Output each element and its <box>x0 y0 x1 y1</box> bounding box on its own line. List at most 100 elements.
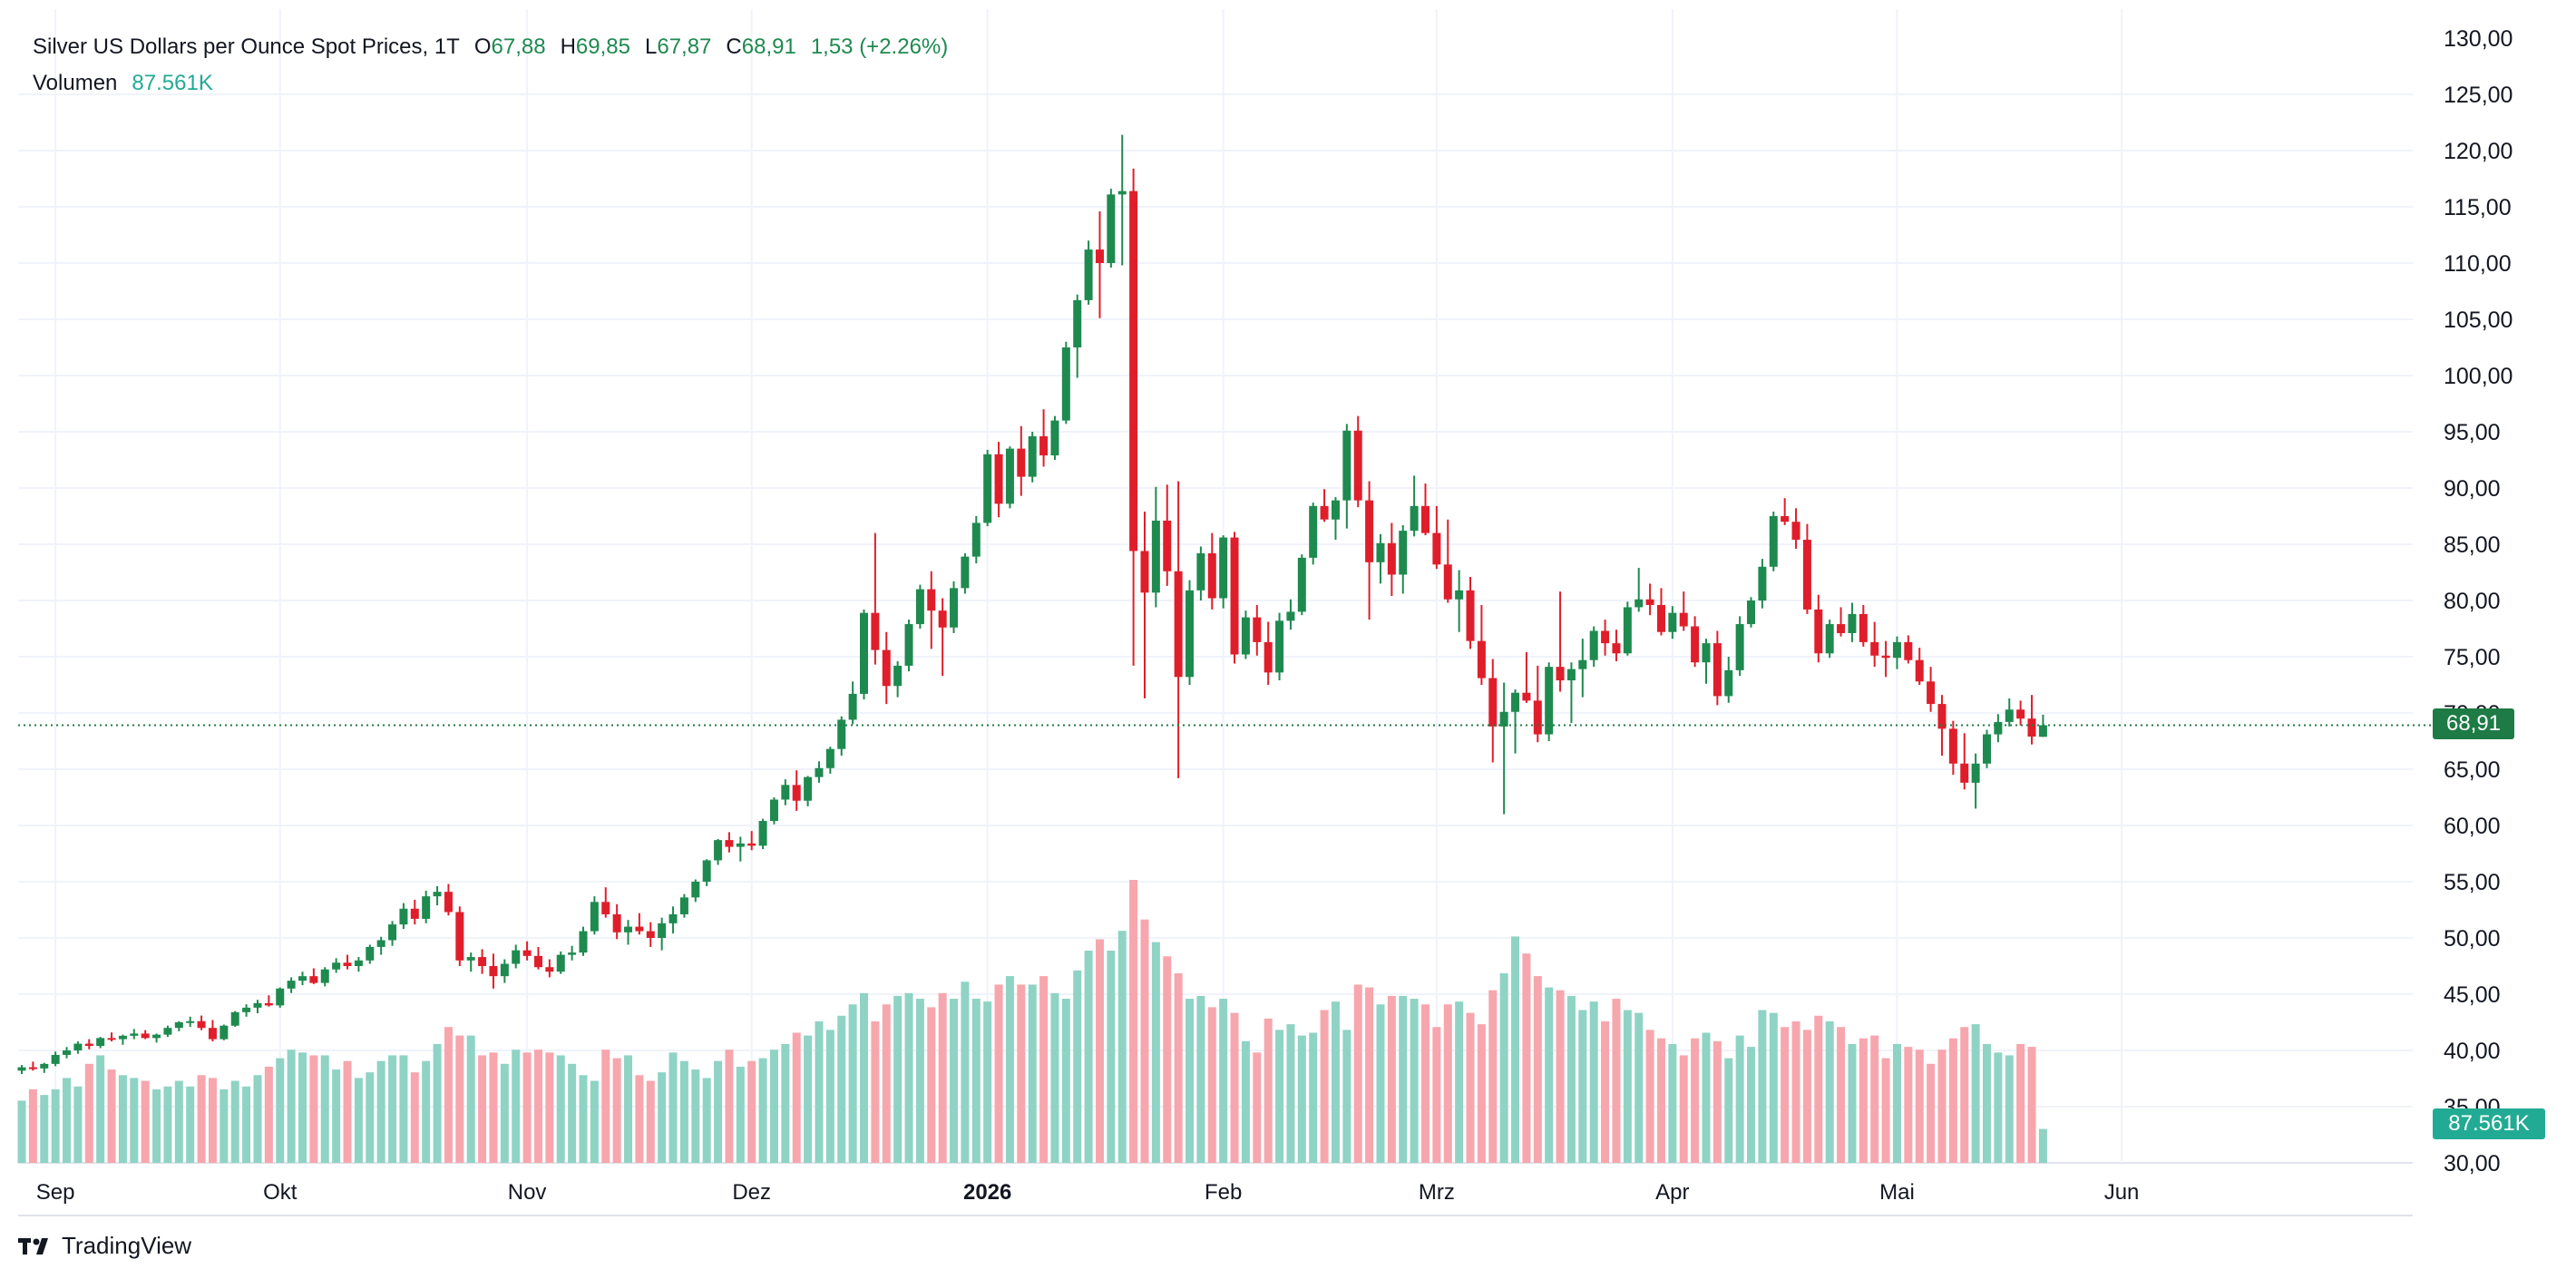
tradingview-logo-icon <box>18 1237 48 1255</box>
candle-body <box>343 962 352 966</box>
candle-body <box>882 649 891 687</box>
volume-bar <box>388 1055 397 1163</box>
candle-body <box>714 840 723 861</box>
volume-bar <box>1320 1010 1329 1163</box>
volume-label[interactable]: Volumen <box>33 71 118 95</box>
volume-bar <box>399 1055 408 1163</box>
chart-grid <box>18 9 2413 1216</box>
volume-bar <box>40 1095 49 1163</box>
candle-body <box>1511 692 1520 712</box>
candle-body <box>1455 590 1464 600</box>
volume-bar <box>1589 1001 1598 1163</box>
close-value: 68,91 <box>741 34 796 59</box>
volume-bar <box>2027 1047 2036 1163</box>
candle-body <box>1107 194 1116 263</box>
candle-body <box>915 589 924 625</box>
volume-bar <box>781 1043 790 1163</box>
volume-bar <box>1769 1012 1778 1163</box>
volume-bar <box>500 1063 509 1163</box>
candle-body <box>152 1034 161 1039</box>
candle-body <box>1927 681 1936 705</box>
volume-bar <box>714 1060 723 1163</box>
volume-bar <box>1174 972 1183 1163</box>
volume-bar <box>2038 1128 2047 1163</box>
candle-body <box>118 1035 127 1040</box>
candle-body <box>1983 734 1991 764</box>
last-volume-badge: 87.561K <box>2433 1108 2545 1139</box>
volume-bar <box>444 1027 453 1163</box>
candle-body <box>837 719 846 749</box>
candle-body <box>264 1002 273 1006</box>
volume-bar <box>1331 1001 1340 1163</box>
candle-body <box>612 913 621 932</box>
candle-body <box>893 665 903 687</box>
volume-bar <box>971 999 981 1163</box>
candle-body <box>1186 590 1195 678</box>
volume-bar <box>1927 1063 1936 1163</box>
chart-legend: Silver US Dollars per Ounce Spot Prices,… <box>33 29 948 102</box>
candle-body <box>624 926 633 932</box>
candle-body <box>141 1033 150 1039</box>
candle-body <box>1151 520 1160 593</box>
y-tick-label: 50,00 <box>2444 926 2501 952</box>
volume-bar <box>51 1089 60 1163</box>
price-axis[interactable]: 130,00 125,00 120,00 115,00 110,00 105,00 100,… <box>2444 26 2513 1176</box>
low-value: 67,87 <box>657 34 712 59</box>
volume-bar <box>1466 1012 1475 1163</box>
volume-bar <box>1084 951 1093 1163</box>
candle-body <box>1712 643 1722 697</box>
volume-bar <box>961 981 970 1163</box>
volume-bar <box>1353 984 1362 1163</box>
candle-body <box>1073 299 1082 347</box>
candle-body <box>871 612 880 650</box>
candle-body <box>298 976 307 981</box>
candle-body <box>691 882 700 898</box>
volume-bar <box>994 984 1003 1163</box>
volume-bar <box>1028 984 1037 1163</box>
candle-body <box>1163 520 1172 571</box>
volume-bar <box>646 1080 655 1163</box>
x-tick-label: Dez <box>732 1180 771 1205</box>
volume-bar <box>1904 1047 1913 1163</box>
high-value: 69,85 <box>575 34 630 59</box>
candle-body <box>107 1038 116 1040</box>
candle-body <box>848 693 857 720</box>
volume-bar <box>1432 1027 1441 1163</box>
candle-body <box>1791 522 1800 541</box>
volume-bar <box>1578 1010 1587 1163</box>
candle-body <box>1331 500 1340 520</box>
volume-bar <box>1399 995 1408 1163</box>
candle-body <box>1174 571 1183 678</box>
volume-bar <box>882 1004 891 1163</box>
tradingview-brand[interactable]: TradingView <box>18 1232 191 1260</box>
candle-body <box>242 1007 251 1012</box>
candle-body <box>1253 617 1262 642</box>
candle-body <box>1915 659 1924 682</box>
volume-bar <box>1545 987 1554 1163</box>
volume-bar <box>264 1066 273 1163</box>
candle-body <box>1623 607 1632 654</box>
candle-body <box>253 1002 262 1008</box>
candle-body <box>927 589 936 611</box>
candle-body <box>950 588 959 628</box>
candle-body <box>971 522 981 557</box>
volume-bar <box>871 1021 880 1163</box>
volume-bar <box>96 1055 105 1163</box>
y-tick-label: 80,00 <box>2444 589 2501 614</box>
candle-body <box>84 1043 93 1047</box>
candle-body <box>983 454 992 523</box>
volume-bar <box>1286 1024 1295 1163</box>
volume-bar <box>1050 992 1059 1163</box>
candle-body <box>422 896 431 919</box>
candle-body <box>1117 190 1127 195</box>
symbol-title[interactable]: Silver US Dollars per Ounce Spot Prices,… <box>33 34 460 59</box>
candlesticks <box>17 134 2047 1075</box>
candle-body <box>1679 612 1688 627</box>
candle-body <box>208 1028 217 1040</box>
volume-bar <box>489 1052 498 1163</box>
volume-bar <box>950 999 959 1163</box>
volume-bar <box>141 1080 150 1163</box>
volume-bar <box>1129 880 1138 1163</box>
time-axis[interactable]: Sep Okt Nov Dez 2026 Feb Mrz Apr Mai Jun <box>36 1180 2140 1205</box>
